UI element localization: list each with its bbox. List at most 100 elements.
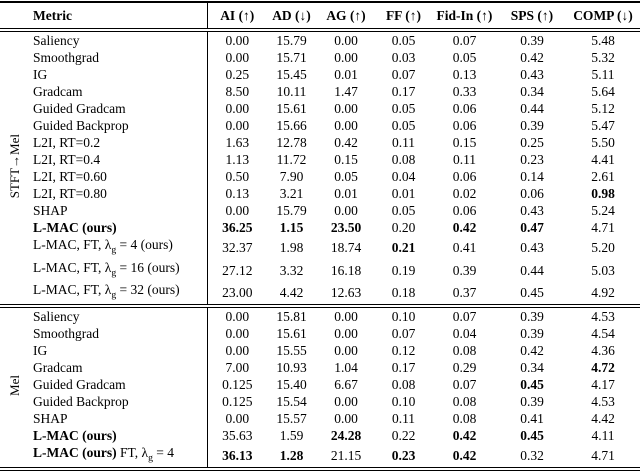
- value-cell: 0.47: [520, 220, 544, 235]
- value-cell: 0.07: [391, 67, 416, 82]
- metric-name-cell: Guided Gradcam: [33, 377, 126, 393]
- value-cell: 0.00: [334, 343, 358, 359]
- value-cell: 0.45: [520, 377, 544, 393]
- value-cell: 8.50: [206, 83, 267, 100]
- section-label-mel: Mel: [0, 306, 28, 471]
- table-row: Gradcam 7.00 10.93 1.04 0.17 0.29 0.34 4.72: [0, 359, 640, 377]
- value-cell: 15.61: [276, 101, 307, 116]
- table-row: L-MAC, FT, λg = 32 (ours) 23.00 4.42 12.63 0…: [0, 281, 640, 309]
- value-cell: 21.15: [330, 447, 362, 463]
- value-cell: 0.25: [520, 135, 544, 150]
- value-cell: 16.18: [330, 262, 362, 278]
- rotated-section-text: Mel: [6, 374, 22, 396]
- metric-name-cell: Saliency: [33, 33, 80, 48]
- table-row: SHAP 0.00 15.79 0.00 0.05 0.06 0.43 5.24: [0, 202, 640, 219]
- table-row: L-MAC (ours) 36.25 1.15 23.50 0.20 0.42 0.47 4.…: [0, 219, 640, 236]
- value-cell: 0.01: [391, 186, 416, 201]
- table-row: IG 0.25 15.45 0.01 0.07 0.13 0.43 5.11: [0, 66, 640, 83]
- table-row: Gradcam 8.50 10.11 1.47 0.17 0.33 0.34 5.64: [0, 83, 640, 100]
- value-cell: 0.42: [520, 343, 544, 359]
- metric-name-cell: IG: [33, 67, 48, 82]
- value-cell: 0.39: [520, 309, 544, 325]
- value-cell: 4.53: [591, 394, 615, 410]
- value-cell: 0.05: [391, 33, 416, 48]
- value-cell: 5.50: [591, 135, 615, 150]
- value-cell: 0.00: [206, 30, 267, 49]
- value-cell: 0.06: [452, 169, 477, 184]
- table-row: L2I, RT=0.4 1.13 11.72 0.15 0.08 0.11 0.23 4.41: [0, 151, 640, 168]
- value-cell: 0.06: [520, 186, 544, 201]
- value-cell: 0.14: [520, 169, 544, 184]
- value-cell: 0.42: [452, 220, 477, 235]
- value-cell: 0.50: [206, 168, 267, 185]
- value-cell: 0.22: [391, 428, 416, 444]
- value-cell: 0.29: [452, 360, 477, 376]
- value-cell: 0.43: [520, 239, 544, 255]
- value-cell: 4.42: [591, 411, 615, 427]
- metric-name-cell: L2I, RT=0.2: [33, 135, 101, 150]
- value-cell: 10.93: [276, 360, 307, 376]
- value-cell: 15.61: [276, 326, 307, 342]
- table-row: L2I, RT=0.60 0.50 7.90 0.05 0.04 0.06 0.14 2.61: [0, 168, 640, 185]
- value-cell: 0.06: [452, 203, 477, 218]
- value-cell: 0.15: [334, 152, 358, 167]
- table-row: L-MAC, FT, λg = 4 (ours) 32.37 1.98 18.74 0.…: [0, 236, 640, 259]
- metric-name-cell: L-MAC (ours) FT, λg = 4: [33, 445, 175, 464]
- metric-name-cell: L2I, RT=0.60: [33, 169, 107, 184]
- value-cell: 5.32: [591, 50, 615, 65]
- value-cell: 0.01: [334, 186, 358, 201]
- value-cell: 0.04: [452, 326, 477, 342]
- table-row: L-MAC (ours) FT, λg = 4 36.13 1.28 21.15 0.2…: [0, 444, 640, 469]
- value-cell: 0.00: [334, 203, 358, 218]
- value-cell: 0.00: [334, 309, 358, 325]
- value-cell: 5.03: [591, 262, 615, 278]
- value-cell: 27.12: [206, 258, 267, 282]
- value-cell: 0.10: [391, 394, 416, 410]
- value-cell: 0.125: [206, 376, 267, 394]
- value-cell: 0.23: [520, 152, 544, 167]
- value-cell: 15.79: [276, 203, 307, 218]
- value-cell: 0.45: [498, 281, 566, 309]
- value-cell: 0.43: [520, 203, 544, 218]
- value-cell: 0.05: [334, 169, 358, 184]
- header-row: Metric AI (↑) AD (↓) AG (↑) FF (↑) Fid-I…: [0, 2, 640, 32]
- value-cell: 0.39: [520, 33, 544, 48]
- value-cell: 0.125: [206, 393, 267, 411]
- column-header-sps: SPS (↑): [498, 2, 566, 32]
- value-cell: 23.50: [330, 220, 362, 235]
- table-row: L2I, RT=0.2 1.63 12.78 0.42 0.11 0.15 0.25 5.50: [0, 134, 640, 151]
- value-cell: 0.23: [391, 447, 416, 463]
- value-cell: 0.00: [206, 325, 267, 343]
- metric-name-cell: Gradcam: [33, 84, 83, 99]
- value-cell: 15.81: [276, 309, 307, 325]
- value-cell: 24.28: [330, 428, 362, 444]
- value-cell: 0.00: [334, 50, 358, 65]
- value-cell: 1.04: [334, 360, 358, 376]
- metric-name-cell: L-MAC, FT, λg = 4 (ours): [33, 237, 173, 256]
- value-cell: 0.00: [334, 411, 358, 427]
- value-cell: 0.43: [520, 67, 544, 82]
- value-cell: 0.00: [206, 202, 267, 219]
- value-cell: 0.11: [391, 135, 416, 150]
- column-header-ai: AI (↑): [206, 2, 267, 32]
- value-cell: 4.92: [566, 281, 640, 309]
- value-cell: 5.48: [591, 33, 615, 48]
- value-cell: 35.63: [206, 427, 267, 445]
- value-cell: 0.11: [391, 411, 416, 427]
- table-row: L2I, RT=0.80 0.13 3.21 0.01 0.01 0.02 0.06 0.98: [0, 185, 640, 202]
- table-row: Mel Saliency 0.00 15.81 0.00 0.10 0.07 0.39 4.53: [0, 306, 640, 471]
- value-cell: 1.63: [206, 134, 267, 151]
- value-cell: 0.07: [391, 326, 416, 342]
- value-cell: 0.00: [206, 117, 267, 134]
- table-row: IG 0.00 15.55 0.00 0.12 0.08 0.42 4.36: [0, 342, 640, 360]
- metric-name-cell: L-MAC, FT, λg = 32 (ours): [28, 281, 207, 309]
- value-cell: 5.20: [591, 239, 615, 255]
- value-cell: 12.63: [316, 281, 376, 309]
- metric-name-cell: Guided Backprop: [33, 118, 129, 133]
- value-cell: 0.07: [452, 377, 477, 393]
- value-cell: 0.39: [520, 326, 544, 342]
- value-cell: 11.72: [276, 152, 307, 167]
- metric-name-cell: Saliency: [33, 309, 80, 325]
- value-cell: 0.15: [452, 135, 477, 150]
